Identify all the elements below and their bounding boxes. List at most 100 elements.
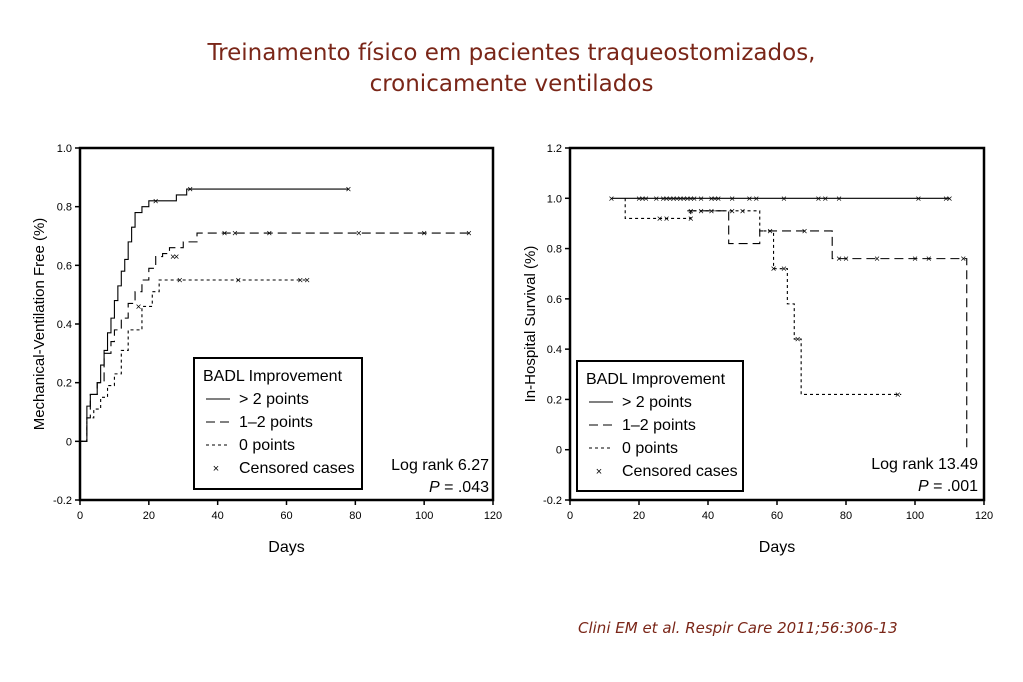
censored-mark: ×: [926, 254, 932, 265]
y-tick-label: 0.2: [57, 378, 72, 390]
x-tick-label: 60: [771, 510, 783, 522]
y-tick-label: 0: [556, 445, 562, 457]
x-tick-label: 20: [633, 510, 645, 522]
censored-mark: ×: [843, 254, 849, 265]
censored-mark: ×: [691, 194, 697, 205]
censored-mark: ×: [715, 194, 721, 205]
slide-title: Treinamento físico em pacientes traqueos…: [0, 38, 1023, 100]
legend-title: BADL Improvement: [586, 371, 726, 388]
censored-mark: ×: [815, 194, 821, 205]
legend-entry-label: > 2 points: [622, 394, 692, 411]
series-line-1-2-points: [80, 232, 469, 442]
censored-mark: ×: [681, 194, 687, 205]
x-axis-label: Days: [268, 539, 304, 556]
y-tick-label: 0.6: [547, 294, 562, 306]
p-symbol: P: [918, 478, 929, 495]
x-tick-label: 0: [77, 510, 83, 522]
censored-mark: ×: [356, 229, 362, 240]
legend-box: [576, 360, 744, 492]
censored-mark: ×: [836, 254, 842, 265]
x-tick-label: 120: [975, 510, 993, 522]
x-tick-label: 120: [484, 510, 502, 522]
legend-entry-label: 1–2 points: [622, 417, 696, 434]
y-tick-label: 1.2: [547, 143, 562, 155]
censored-mark: ×: [753, 194, 759, 205]
p-value: = .001: [929, 478, 978, 495]
y-tick-label: 0.8: [57, 202, 72, 214]
censored-mark: ×: [232, 229, 238, 240]
x-tick-label: 100: [415, 510, 433, 522]
censored-mark: ×: [177, 276, 183, 287]
x-tick-label: 60: [280, 510, 292, 522]
p-value-label: P = .001: [918, 478, 978, 495]
y-tick-label: 0: [66, 436, 72, 448]
x-tick-label: 40: [702, 510, 714, 522]
censored-mark: ×: [266, 229, 272, 240]
censored-mark: ×: [698, 206, 704, 217]
censored-mark: ×: [960, 254, 966, 265]
y-axis-label: In-Hospital Survival (%): [522, 246, 539, 403]
censored-mark: ×: [640, 194, 646, 205]
y-axis-label: Mechanical-Ventilation Free (%): [31, 218, 48, 431]
legend-entry-label: 0 points: [239, 437, 295, 454]
x-tick-label: 100: [906, 510, 924, 522]
censored-mark: ×: [684, 194, 690, 205]
censored-mark: ×: [222, 229, 228, 240]
censored-mark: ×: [802, 226, 808, 237]
censored-mark: ×: [895, 390, 901, 401]
x-tick-label: 0: [567, 510, 573, 522]
censored-mark: ×: [235, 276, 241, 287]
censored-mark: ×: [709, 194, 715, 205]
censored-mark: ×: [421, 229, 427, 240]
censored-mark: ×: [657, 214, 663, 225]
legend-entry-label: Censored cases: [622, 463, 738, 480]
log-rank-label: Log rank 13.49: [871, 456, 978, 473]
censored-mark: ×: [795, 335, 801, 346]
censored-mark: ×: [729, 194, 735, 205]
censored-mark: ×: [136, 302, 142, 313]
y-tick-label: 1.0: [547, 193, 562, 205]
censored-mark: ×: [746, 194, 752, 205]
censored-mark: ×: [667, 194, 673, 205]
censored-mark: ×: [712, 194, 718, 205]
legend-title: BADL Improvement: [203, 368, 343, 385]
censored-mark: ×: [912, 254, 918, 265]
y-tick-label: -0.2: [53, 495, 72, 507]
y-tick-label: 0.4: [57, 319, 72, 331]
p-symbol: P: [429, 479, 440, 496]
censored-mark: ×: [660, 194, 666, 205]
censored-mark: ×: [947, 194, 953, 205]
censored-mark: ×: [636, 194, 642, 205]
censored-mark: ×: [740, 206, 746, 217]
censored-mark: ×: [688, 194, 694, 205]
censored-mark: ×: [874, 254, 880, 265]
p-value: = .043: [440, 479, 489, 496]
censored-mark: ×: [153, 196, 159, 207]
censored-mark: ×: [664, 214, 670, 225]
legend-censored-symbol: ×: [596, 466, 602, 478]
y-tick-label: 0.6: [57, 260, 72, 272]
y-tick-label: 1.0: [57, 143, 72, 155]
y-tick-label: -0.2: [543, 495, 562, 507]
legend-box: [193, 357, 363, 490]
censored-mark: ×: [466, 229, 472, 240]
censored-mark: ×: [677, 194, 683, 205]
censored-mark: ×: [608, 194, 614, 205]
censored-mark: ×: [943, 194, 949, 205]
x-tick-label: 80: [840, 510, 852, 522]
x-tick-label: 20: [143, 510, 155, 522]
censored-mark: ×: [771, 264, 777, 275]
y-tick-label: 0.8: [547, 244, 562, 256]
censored-mark: ×: [916, 194, 922, 205]
x-tick-label: 40: [212, 510, 224, 522]
censored-mark: ×: [781, 264, 787, 275]
censored-mark: ×: [729, 206, 735, 217]
slide-title-line-1: Treinamento físico em pacientes traqueos…: [207, 40, 816, 66]
censored-mark: ×: [187, 185, 193, 196]
censored-mark: ×: [709, 206, 715, 217]
censored-mark: ×: [297, 276, 303, 287]
censored-mark: ×: [170, 252, 176, 263]
censored-mark: ×: [822, 194, 828, 205]
